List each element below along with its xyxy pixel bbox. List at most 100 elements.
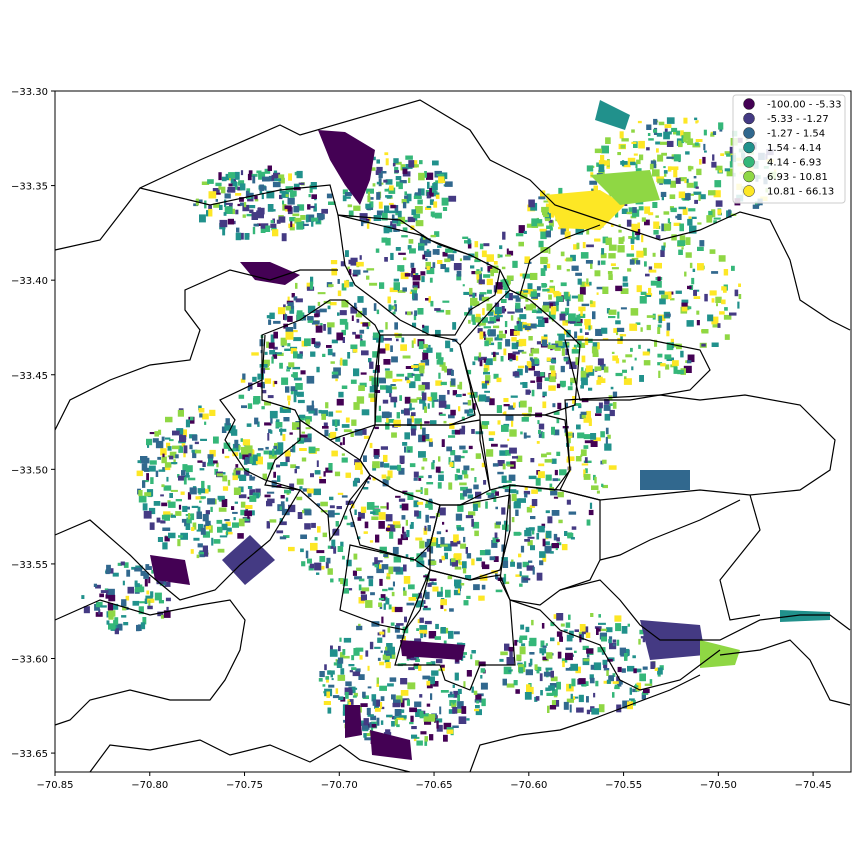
parcel <box>612 643 616 647</box>
parcel <box>507 464 514 467</box>
parcel <box>588 325 591 331</box>
parcel <box>303 314 307 321</box>
parcel <box>437 482 442 489</box>
parcel <box>467 494 474 499</box>
parcel <box>519 637 523 644</box>
parcel <box>409 248 416 254</box>
parcel <box>517 662 523 666</box>
parcel <box>457 504 464 512</box>
parcel <box>378 377 386 384</box>
parcel <box>652 252 656 257</box>
parcel <box>411 373 415 376</box>
parcel <box>350 257 358 266</box>
parcel <box>307 558 312 564</box>
parcel <box>384 338 392 341</box>
parcel <box>411 412 416 417</box>
parcel <box>531 619 534 626</box>
parcel <box>445 248 453 253</box>
parcel <box>550 551 554 554</box>
parcel <box>421 382 430 390</box>
parcel <box>723 269 729 276</box>
parcel <box>307 204 311 210</box>
parcel <box>369 201 374 208</box>
parcel <box>181 518 188 523</box>
parcel <box>440 627 446 634</box>
parcel <box>608 309 617 315</box>
parcel <box>269 519 277 523</box>
parcel <box>506 683 515 688</box>
parcel <box>391 715 396 720</box>
legend-label: 4.14 - 6.93 <box>767 158 822 169</box>
parcel <box>389 391 392 398</box>
parcel <box>349 281 354 287</box>
parcel <box>196 511 202 519</box>
parcel <box>366 223 370 229</box>
parcel <box>134 567 143 572</box>
parcel <box>401 235 408 238</box>
parcel <box>583 434 592 440</box>
parcel <box>107 588 115 596</box>
parcel <box>581 303 590 307</box>
parcel <box>391 721 395 727</box>
parcel <box>418 478 422 481</box>
parcel <box>341 300 349 308</box>
parcel <box>284 191 287 195</box>
parcel <box>432 193 439 197</box>
parcel <box>342 437 345 445</box>
parcel <box>376 568 384 574</box>
parcel <box>328 284 334 287</box>
parcel <box>221 499 228 507</box>
parcel <box>618 237 624 244</box>
parcel <box>443 734 448 742</box>
parcel <box>631 129 635 133</box>
parcel <box>460 486 468 491</box>
parcel <box>435 623 439 630</box>
parcel <box>166 606 169 612</box>
parcel <box>412 160 418 168</box>
parcel <box>264 186 267 191</box>
parcel <box>122 580 125 586</box>
parcel <box>603 404 611 411</box>
parcel <box>429 277 433 283</box>
parcel <box>516 355 519 361</box>
parcel <box>487 493 495 498</box>
parcel <box>419 625 428 631</box>
parcel <box>390 305 394 310</box>
parcel <box>178 535 183 538</box>
parcel <box>485 501 488 509</box>
parcel <box>264 401 271 406</box>
parcel <box>218 186 222 190</box>
parcel <box>238 445 241 450</box>
parcel <box>636 285 642 293</box>
parcel <box>340 261 345 267</box>
parcel <box>515 297 521 302</box>
parcel <box>295 383 303 390</box>
parcel <box>375 534 380 543</box>
parcel <box>681 247 684 250</box>
parcel <box>538 319 545 327</box>
parcel <box>474 259 481 263</box>
parcel <box>656 132 663 137</box>
parcel <box>412 275 421 281</box>
y-tick-label: −33.50 <box>11 465 48 476</box>
parcel <box>132 600 140 606</box>
parcel <box>633 209 640 217</box>
parcel <box>482 308 485 316</box>
parcel <box>454 672 459 681</box>
parcel <box>461 655 466 658</box>
parcel <box>711 209 716 218</box>
parcel <box>471 686 474 693</box>
parcel <box>358 720 365 726</box>
parcel <box>520 290 529 293</box>
parcel <box>436 352 442 359</box>
parcel <box>386 576 391 579</box>
parcel <box>505 290 510 299</box>
parcel <box>217 526 223 533</box>
parcel <box>584 440 592 444</box>
parcel <box>539 648 547 654</box>
parcel <box>387 296 391 304</box>
parcel <box>329 496 334 501</box>
parcel <box>237 186 242 191</box>
parcel <box>179 435 187 442</box>
parcel <box>495 491 499 496</box>
